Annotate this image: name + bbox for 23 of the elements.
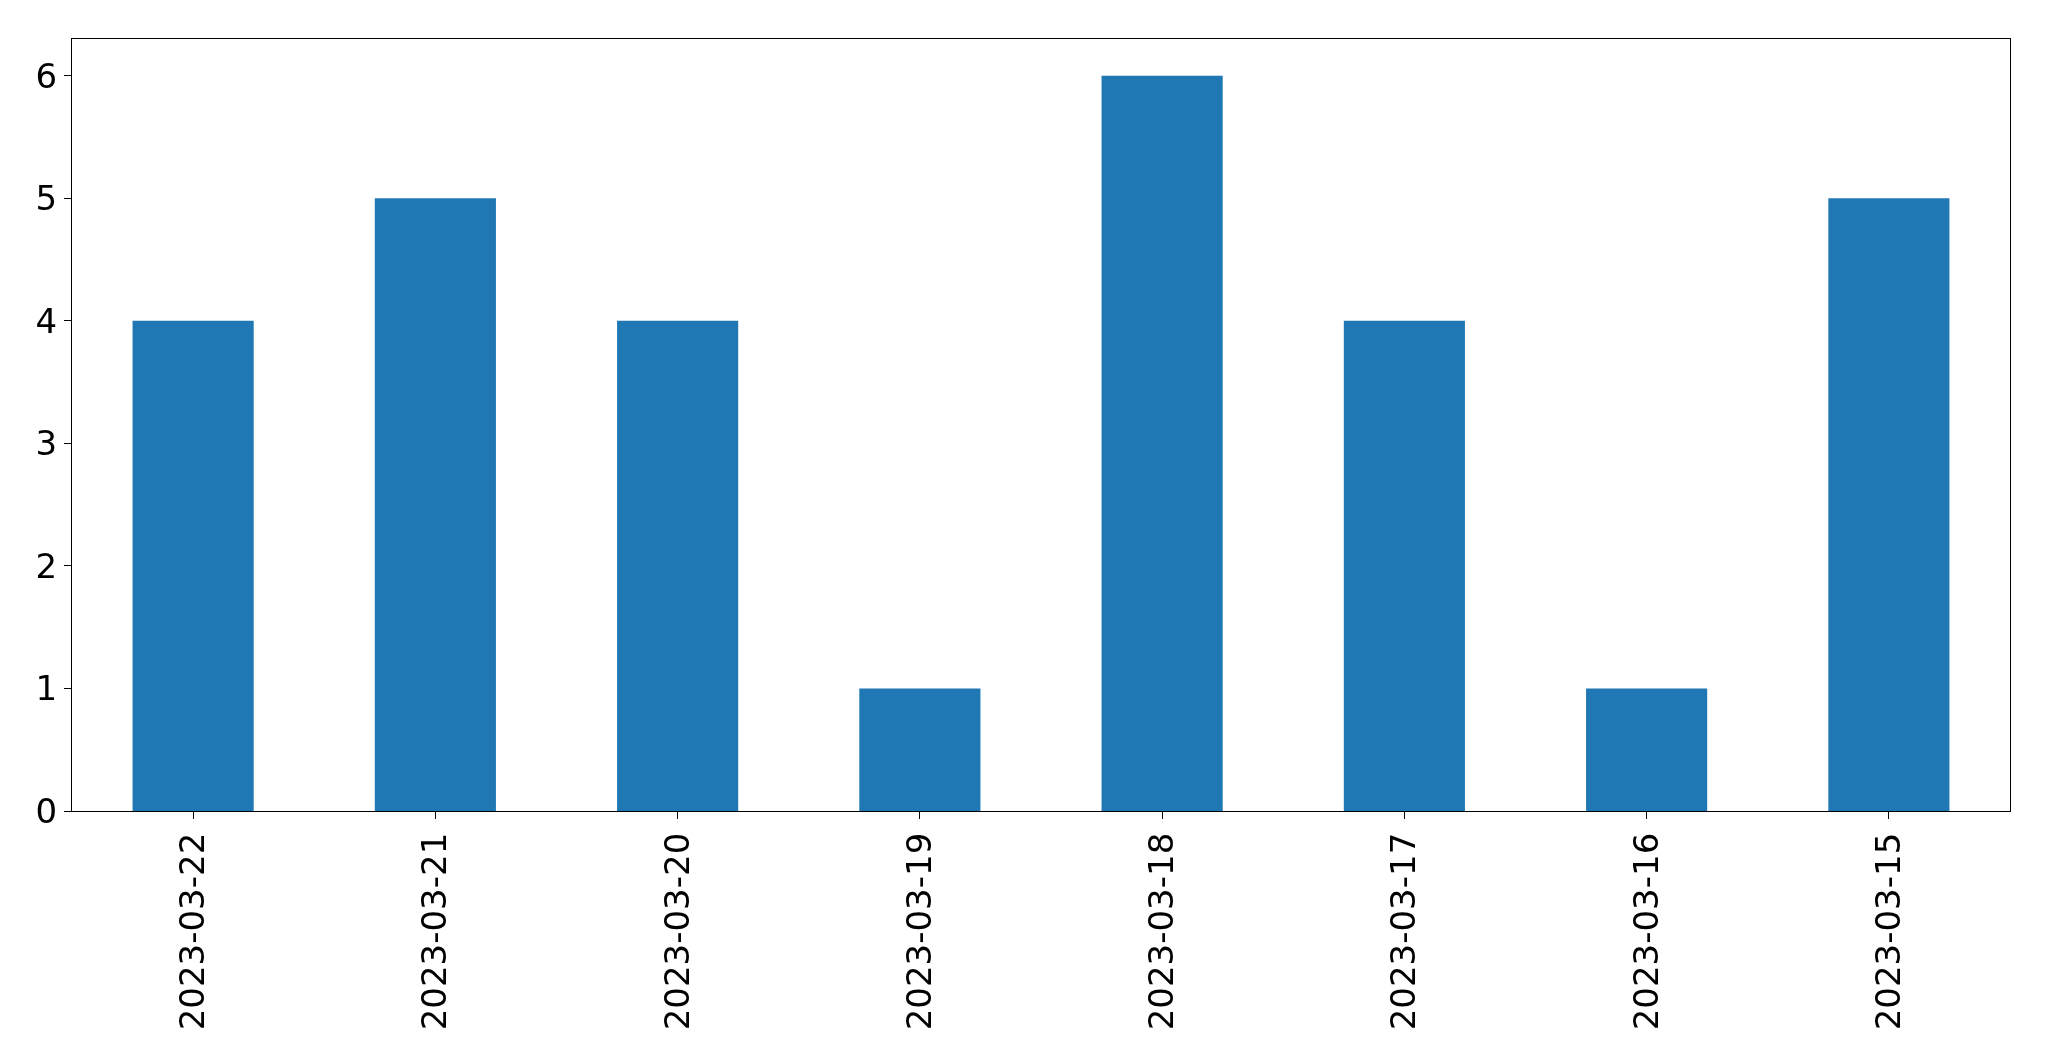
x-tick-label: 2023-03-21	[414, 832, 455, 1031]
y-tick-label: 2	[35, 545, 58, 586]
x-tick-label: 2023-03-20	[656, 832, 697, 1031]
y-tick-label: 3	[35, 423, 58, 464]
x-tick-label: 2023-03-18	[1141, 832, 1182, 1031]
x-tick-label: 2023-03-16	[1625, 832, 1666, 1031]
bar	[1586, 688, 1708, 811]
bar	[132, 320, 254, 811]
bar	[1343, 320, 1465, 811]
y-tick-label: 6	[35, 55, 58, 96]
bar	[859, 688, 981, 811]
x-tick-label: 2023-03-15	[1867, 832, 1908, 1031]
x-tick-label: 2023-03-19	[898, 832, 939, 1031]
bar	[374, 198, 496, 811]
x-tick-label: 2023-03-17	[1383, 832, 1424, 1031]
y-tick-label: 4	[35, 300, 58, 341]
bar	[1828, 198, 1950, 811]
y-tick-label: 0	[35, 790, 58, 831]
bar	[617, 320, 739, 811]
y-tick-label: 5	[35, 178, 58, 219]
bar	[1101, 75, 1223, 811]
x-tick-label: 2023-03-22	[172, 832, 213, 1031]
y-tick-label: 1	[35, 668, 58, 709]
